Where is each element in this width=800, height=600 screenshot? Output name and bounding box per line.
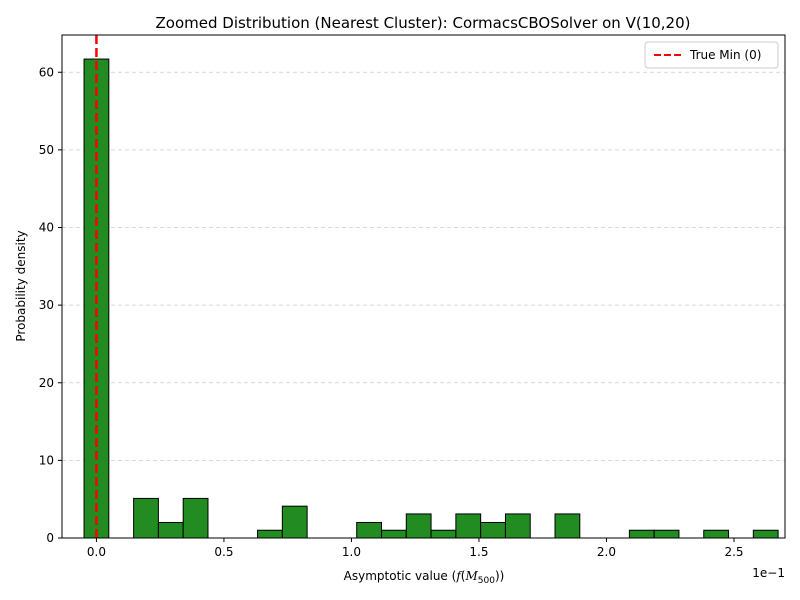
plot-frame <box>61 34 786 539</box>
histogram-bar-23 <box>653 529 680 539</box>
legend-label: True Min (0) <box>689 48 761 62</box>
x-tick-label-0: 0.0 <box>87 545 106 559</box>
histogram-bars <box>83 58 779 539</box>
x-tick-label-2: 1.0 <box>342 545 361 559</box>
histogram-bar-3 <box>157 521 184 539</box>
legend: True Min (0) <box>644 41 779 69</box>
histogram-bar-13 <box>405 513 432 539</box>
chart-title: Zoomed Distribution (Nearest Cluster): C… <box>156 14 691 32</box>
x-axis-ticks: 0.0 0.5 1.0 1.5 2.0 2.5 <box>87 538 744 559</box>
grid-lines <box>62 71 785 461</box>
y-tick-label-5: 50 <box>39 143 54 157</box>
histogram-bar-15 <box>455 513 482 539</box>
legend-box <box>644 41 779 69</box>
x-tick-label-3: 1.5 <box>469 545 488 559</box>
histogram-bar-17 <box>504 513 531 539</box>
y-axis-label: Probability density <box>14 230 28 341</box>
histogram-bar-8 <box>281 505 308 539</box>
histogram-bar-2 <box>133 497 159 539</box>
histogram-bar-4 <box>182 497 209 539</box>
y-tick-label-0: 0 <box>46 531 54 545</box>
histogram-bar-27 <box>752 529 779 539</box>
y-tick-label-2: 20 <box>39 376 54 390</box>
histogram-bar-19 <box>554 513 581 539</box>
x-tick-label-5: 2.5 <box>724 545 743 559</box>
y-tick-label-4: 40 <box>39 221 54 235</box>
histogram-bar-14 <box>430 529 457 539</box>
histogram-bar-7 <box>257 529 283 539</box>
y-axis-ticks: 0 10 20 30 40 50 60 <box>39 65 62 545</box>
x-axis-offset-label: 1e−1 <box>752 566 785 580</box>
histogram-bar-16 <box>480 521 506 539</box>
x-axis-label: Asymptotic value (f(M500)) <box>344 569 505 586</box>
histogram-bar-11 <box>356 521 382 539</box>
x-tick-label-1: 0.5 <box>214 545 233 559</box>
x-tick-label-4: 2.0 <box>597 545 616 559</box>
histogram-bar-25 <box>703 529 730 539</box>
y-tick-label-1: 10 <box>39 453 54 467</box>
y-tick-label-3: 30 <box>39 298 54 312</box>
histogram-bar-12 <box>380 529 407 539</box>
histogram-bar-22 <box>628 529 655 539</box>
y-tick-label-6: 60 <box>39 65 54 79</box>
